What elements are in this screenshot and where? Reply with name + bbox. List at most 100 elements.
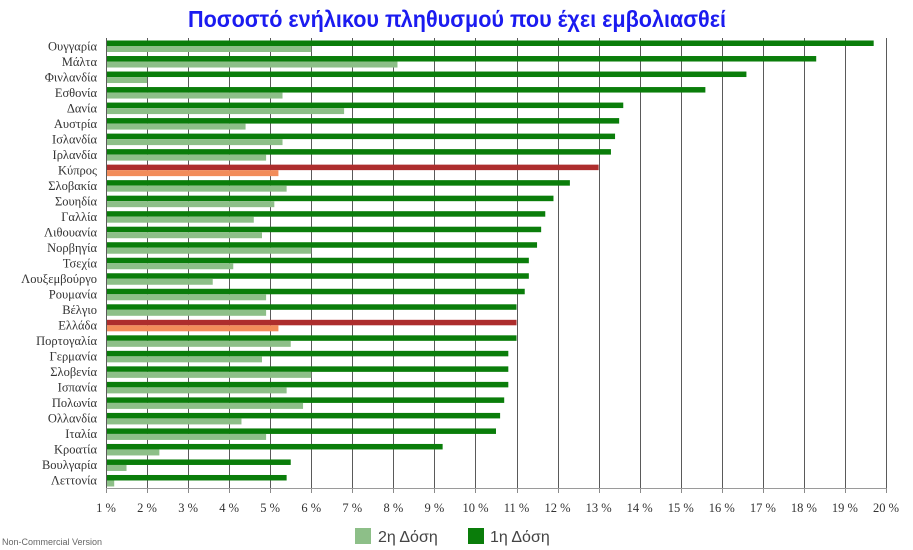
x-tick-label: 11 % [504, 501, 530, 515]
dose2-bar-row-19 [107, 325, 279, 332]
x-tick-label: 14 % [627, 501, 653, 515]
dose2-bar-row-21 [107, 356, 262, 363]
dose2-bar-row-4 [107, 92, 283, 99]
category-label: Λιθουανία [44, 225, 97, 239]
category-label: Πορτογαλία [36, 334, 97, 348]
category-label: Κροατία [54, 443, 97, 457]
dose1-bar-row-5 [107, 102, 624, 109]
category-label: Ισπανία [58, 381, 98, 395]
category-label: Γερμανία [49, 350, 97, 364]
category-label: Ισλανδία [52, 132, 97, 146]
x-tick-label: 16 % [709, 501, 735, 515]
dose2-bar-row-2 [107, 61, 398, 68]
dose1-bar-row-2 [107, 56, 817, 62]
dose2-bar-row-25 [107, 418, 242, 425]
dose1-bar-row-8 [107, 149, 611, 155]
dose2-bar-row-1 [107, 46, 312, 52]
dose1-bar-row-27 [107, 443, 443, 450]
dose2-bar-row-23 [107, 387, 287, 394]
category-label: Βουλγαρία [42, 458, 98, 472]
dose1-bar-row-24 [107, 397, 505, 403]
dose2-bar-row-6 [107, 123, 246, 130]
legend: 2η Δόση 1η Δόση [355, 528, 550, 546]
x-tick-label: 8 % [383, 501, 403, 515]
x-tick-label: 20 % [873, 501, 899, 515]
category-label: Σουηδία [55, 194, 98, 208]
dose2-bar-row-16 [107, 278, 213, 285]
dose1-bar-row-17 [107, 288, 525, 295]
x-tick-label: 6 % [301, 501, 321, 515]
category-label: Σλοβενία [50, 365, 97, 379]
x-tick-label: 13 % [586, 501, 612, 515]
watermark-text: Non-Commercial Version [2, 537, 102, 547]
dose2-bar-row-5 [107, 108, 345, 115]
category-label: Τσεχία [63, 257, 98, 271]
category-label: Βέλγιο [62, 303, 97, 317]
dose2-bar-row-8 [107, 154, 267, 161]
dose1-bar-row-12 [107, 211, 546, 217]
dose1-bar-row-6 [107, 118, 620, 124]
x-tick-label: 4 % [219, 501, 239, 515]
category-label: Πολωνία [52, 396, 98, 410]
legend-item-dose1[interactable]: 1η Δόση [468, 528, 550, 546]
dose1-bar-row-16 [107, 273, 529, 279]
category-label: Λεττονία [51, 474, 98, 488]
category-label: Μάλτα [62, 55, 98, 69]
category-label: Ιρλανδία [53, 148, 98, 162]
legend-swatch-dose1 [468, 528, 484, 544]
dose2-bar-row-10 [107, 185, 287, 192]
category-label: Εσθονία [55, 86, 98, 100]
category-label: Αυστρία [54, 117, 98, 131]
x-axis-tick-labels: 1 % 2 % 3 % 4 % 5 % 6 % 7 % 8 % 9 % 10 % 11 % 12 % 1… [96, 501, 899, 515]
category-label: Νορβηγία [47, 241, 97, 255]
bars [107, 40, 874, 487]
dose1-bar-row-15 [107, 257, 529, 264]
dose2-bar-row-29 [107, 480, 115, 487]
dose1-bar-row-14 [107, 242, 538, 248]
dose1-bar-row-18 [107, 304, 517, 310]
dose1-bar-row-4 [107, 87, 706, 93]
dose1-bar-row-10 [107, 180, 570, 186]
dose2-bar-row-20 [107, 340, 291, 347]
dose2-bar-row-14 [107, 247, 312, 254]
x-tick-label: 19 % [832, 501, 858, 515]
dose1-bar-row-22 [107, 366, 509, 372]
legend-label-dose2: 2η Δόση [378, 529, 438, 546]
x-tick-label: 3 % [178, 501, 198, 515]
category-label: Σλοβακία [48, 179, 97, 193]
x-tick-label: 2 % [137, 501, 157, 515]
dose1-bar-row-1 [107, 40, 874, 46]
category-label: Ουγγαρία [48, 39, 97, 53]
dose2-bar-row-28 [107, 464, 127, 471]
dose1-bar-row-9 [107, 164, 599, 171]
chart-title: Ποσοστό ενήλικου πληθυσμού που έχει εμβο… [188, 6, 726, 32]
category-label: Ιταλία [65, 427, 97, 441]
dose1-bar-row-28 [107, 459, 291, 465]
category-label: Κύπρος [58, 163, 97, 177]
dose2-bar-row-24 [107, 402, 304, 409]
dose2-bar-row-7 [107, 139, 283, 146]
dose1-bar-row-25 [107, 412, 501, 419]
legend-item-dose2[interactable]: 2η Δόση [355, 528, 438, 546]
category-label: Δανία [67, 101, 98, 115]
dose2-bar-row-9 [107, 170, 279, 177]
dose2-bar-row-13 [107, 232, 262, 239]
dose1-bar-row-11 [107, 195, 554, 202]
x-tick-label: 5 % [260, 501, 280, 515]
dose1-bar-row-21 [107, 350, 509, 357]
x-tick-label: 18 % [791, 501, 817, 515]
category-label: Ολλανδία [48, 412, 98, 426]
dose2-bar-row-12 [107, 216, 254, 223]
x-tick-label: 17 % [750, 501, 776, 515]
x-tick-label: 10 % [462, 501, 488, 515]
category-label: Φινλανδία [45, 70, 98, 84]
dose1-bar-row-23 [107, 381, 509, 388]
x-tick-label: 12 % [545, 501, 571, 515]
dose2-bar-row-22 [107, 371, 312, 378]
dose2-bar-row-15 [107, 263, 234, 270]
dose1-bar-row-13 [107, 226, 542, 233]
dose1-bar-row-20 [107, 335, 517, 341]
dose2-bar-row-18 [107, 309, 267, 316]
